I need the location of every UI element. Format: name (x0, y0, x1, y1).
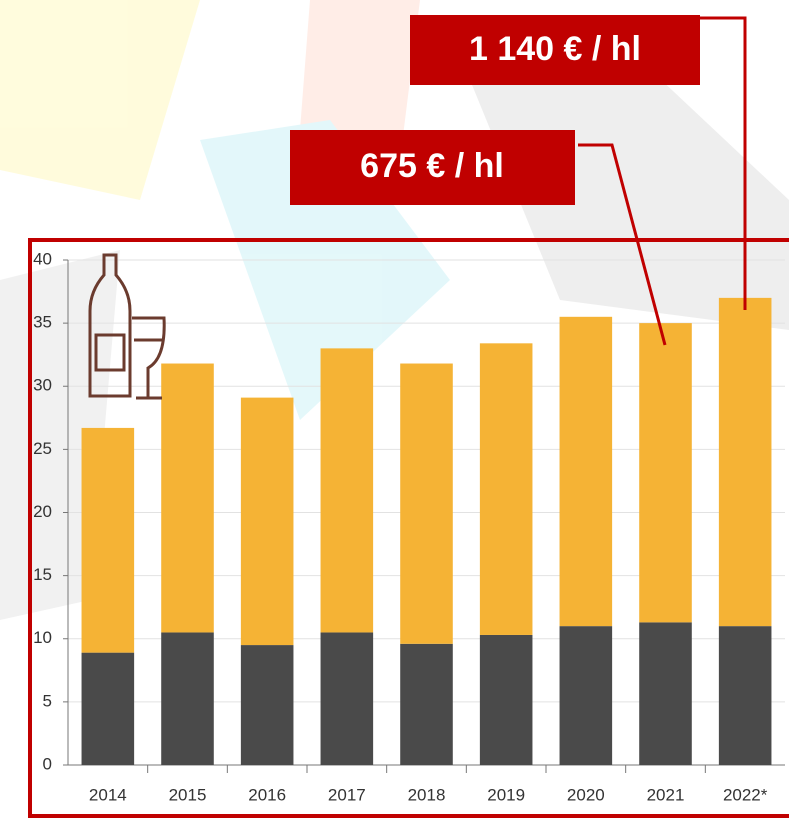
y-tick-label: 40 (33, 249, 52, 268)
x-tick-label: 2019 (487, 785, 525, 804)
bar-segment (400, 643, 453, 765)
bar-segment (639, 323, 692, 623)
bar-segment (479, 343, 533, 635)
annotation-box (410, 15, 700, 85)
bar-segment (718, 297, 772, 627)
bar-segment (81, 427, 135, 653)
x-tick-label: 2016 (248, 785, 286, 804)
y-tick-label: 0 (43, 754, 52, 773)
x-tick-label: 2021 (647, 785, 685, 804)
bar-segment (161, 632, 214, 765)
annotation-connector (578, 143, 667, 346)
bar-segment (718, 626, 772, 765)
bar-segment (400, 363, 453, 644)
bar-segment (320, 632, 374, 765)
bar-segment (240, 397, 294, 646)
x-tick-label: 2014 (89, 785, 127, 804)
x-tick-label: 2020 (567, 785, 605, 804)
bar-segment (320, 348, 374, 633)
y-tick-label: 25 (33, 439, 52, 458)
y-tick-label: 5 (43, 691, 52, 710)
bar-segment (479, 634, 533, 765)
wine-icon (88, 253, 166, 400)
y-tick-label: 35 (33, 313, 52, 332)
bar-segment (559, 626, 613, 765)
annotation: 675 € / hl (360, 147, 504, 185)
plot-area: 0 5 10 15 20 25 30 35 40 2014 2015 2016 2017 2018 2019… (33, 249, 785, 804)
chart-frame (28, 238, 789, 818)
x-tick-label: 2015 (169, 785, 207, 804)
y-tick-label: 20 (33, 502, 52, 521)
y-tick-label: 15 (33, 565, 52, 584)
annotation: 1 140 € / hl (469, 30, 641, 68)
bar-segment (81, 652, 135, 765)
annotation-box (290, 130, 575, 205)
bar-segment (161, 363, 214, 633)
x-tick-label: 2017 (328, 785, 366, 804)
y-tick-label: 30 (33, 376, 52, 395)
bar-segment (240, 645, 294, 765)
y-tick-label: 10 (33, 628, 52, 647)
x-tick-label: 2018 (408, 785, 446, 804)
x-tick-label: 2022* (723, 785, 768, 804)
bar-segment (639, 622, 692, 765)
bar-segment (559, 316, 613, 627)
annotation-connector (700, 16, 747, 310)
